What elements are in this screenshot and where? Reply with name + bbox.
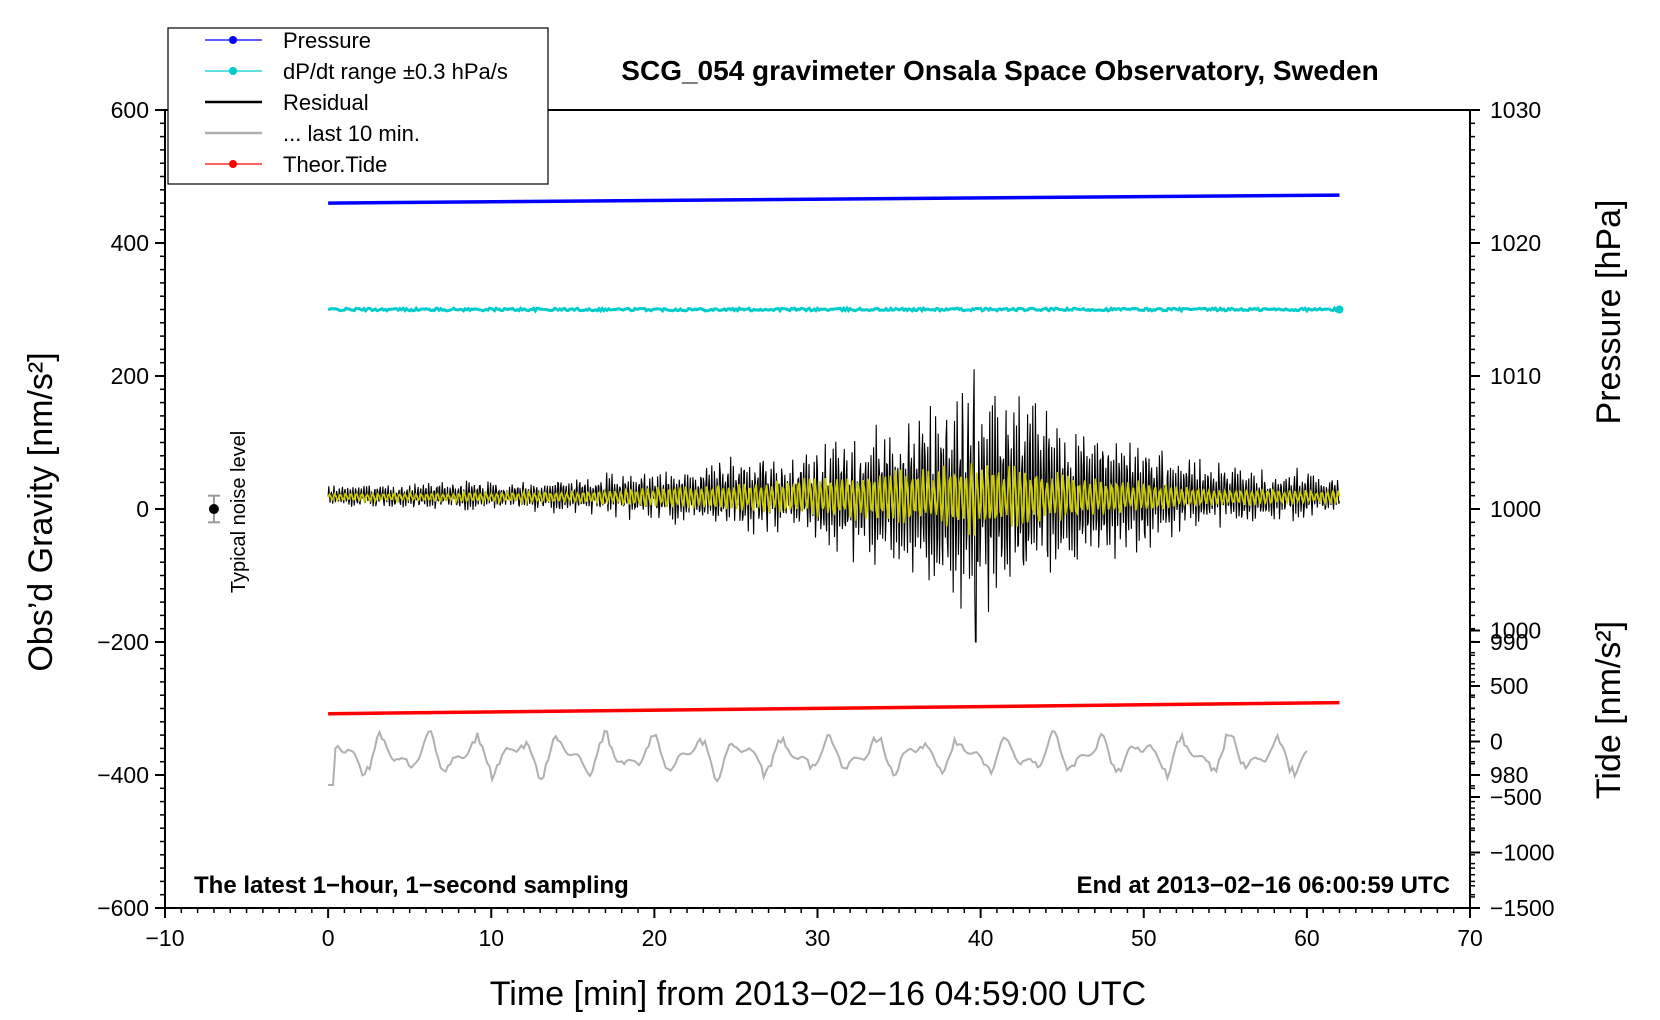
last-10-min-series <box>328 729 1308 786</box>
y-tick-label-left: 600 <box>111 97 149 123</box>
x-tick-label: 70 <box>1457 925 1483 951</box>
y-tick-label-left: 200 <box>111 363 149 389</box>
x-axis-title: Time [min] from 2013−02−16 04:59:00 UTC <box>490 975 1146 1013</box>
noise-level-label: Typical noise level <box>228 431 250 593</box>
y-tick-label-left: 0 <box>136 496 149 522</box>
dpdt-series <box>328 305 1339 314</box>
pressure-tick-label: 1000 <box>1490 496 1541 522</box>
x-tick-label: −10 <box>145 925 184 951</box>
ticks-layer: −10 0 10 20 30 40 50 60 706004002000−200−400−600… <box>97 97 1554 951</box>
legend-box <box>167 27 549 185</box>
tide-tick-label: 0 <box>1490 729 1503 755</box>
legend-label: dP/dt range ±0.3 hPa/s <box>283 59 508 84</box>
tide-tick-label: −500 <box>1490 784 1542 810</box>
tide-tick-label: 1000 <box>1490 618 1541 644</box>
y-tick-label-left: −200 <box>97 629 149 655</box>
annotation-end-time: End at 2013−02−16 06:00:59 UTC <box>1076 872 1450 899</box>
tide-tick-label: −1000 <box>1490 840 1555 866</box>
noise-marker-point <box>208 504 219 514</box>
legend-label: Pressure <box>283 28 371 53</box>
y-axis-title-pressure: Pressure [hPa] <box>1590 200 1628 425</box>
pressure-series <box>328 193 1340 205</box>
legend-marker <box>229 36 237 44</box>
y-tick-label-left: 400 <box>111 230 149 256</box>
legend-label: Theor.Tide <box>283 152 387 177</box>
pressure-tick-label: 990 <box>1490 629 1528 655</box>
x-tick-label: 20 <box>642 925 668 951</box>
pressure-tick-label: 1030 <box>1490 97 1541 123</box>
annotation-sampling: The latest 1−hour, 1−second sampling <box>194 872 629 899</box>
y-tick-label-left: −400 <box>97 762 149 788</box>
x-tick-label: 30 <box>805 925 831 951</box>
data-layer <box>207 193 1344 786</box>
pressure-tick-label: 1020 <box>1490 230 1541 256</box>
legend-label: Residual <box>283 90 369 115</box>
y-axis-title-tide: Tide [nm/s²] <box>1590 621 1628 799</box>
chart-title: SCG_054 gravimeter Onsala Space Observat… <box>621 55 1378 86</box>
legend: Pressure dP/dt range ±0.3 hPa/s Residual..… <box>167 27 549 185</box>
y-tick-label-left: −600 <box>97 895 149 921</box>
x-tick-label: 0 <box>322 925 335 951</box>
pressure-tick-label: 980 <box>1490 762 1528 788</box>
y-axis-title-left: Obs’d Gravity [nm/s²] <box>22 352 60 671</box>
legend-marker <box>229 160 237 168</box>
legend-marker <box>229 67 237 75</box>
x-tick-label: 60 <box>1294 925 1320 951</box>
pressure-tick-label: 1010 <box>1490 363 1541 389</box>
x-tick-label: 40 <box>968 925 994 951</box>
x-tick-label: 10 <box>478 925 504 951</box>
tide-tick-label: 500 <box>1490 673 1528 699</box>
dpdt-end-marker <box>1335 305 1344 314</box>
tide-series <box>328 700 1340 716</box>
residual-smoothed-series <box>327 463 1341 536</box>
legend-label: ... last 10 min. <box>283 121 420 146</box>
tide-tick-label: −1500 <box>1490 895 1555 921</box>
x-tick-label: 50 <box>1131 925 1157 951</box>
